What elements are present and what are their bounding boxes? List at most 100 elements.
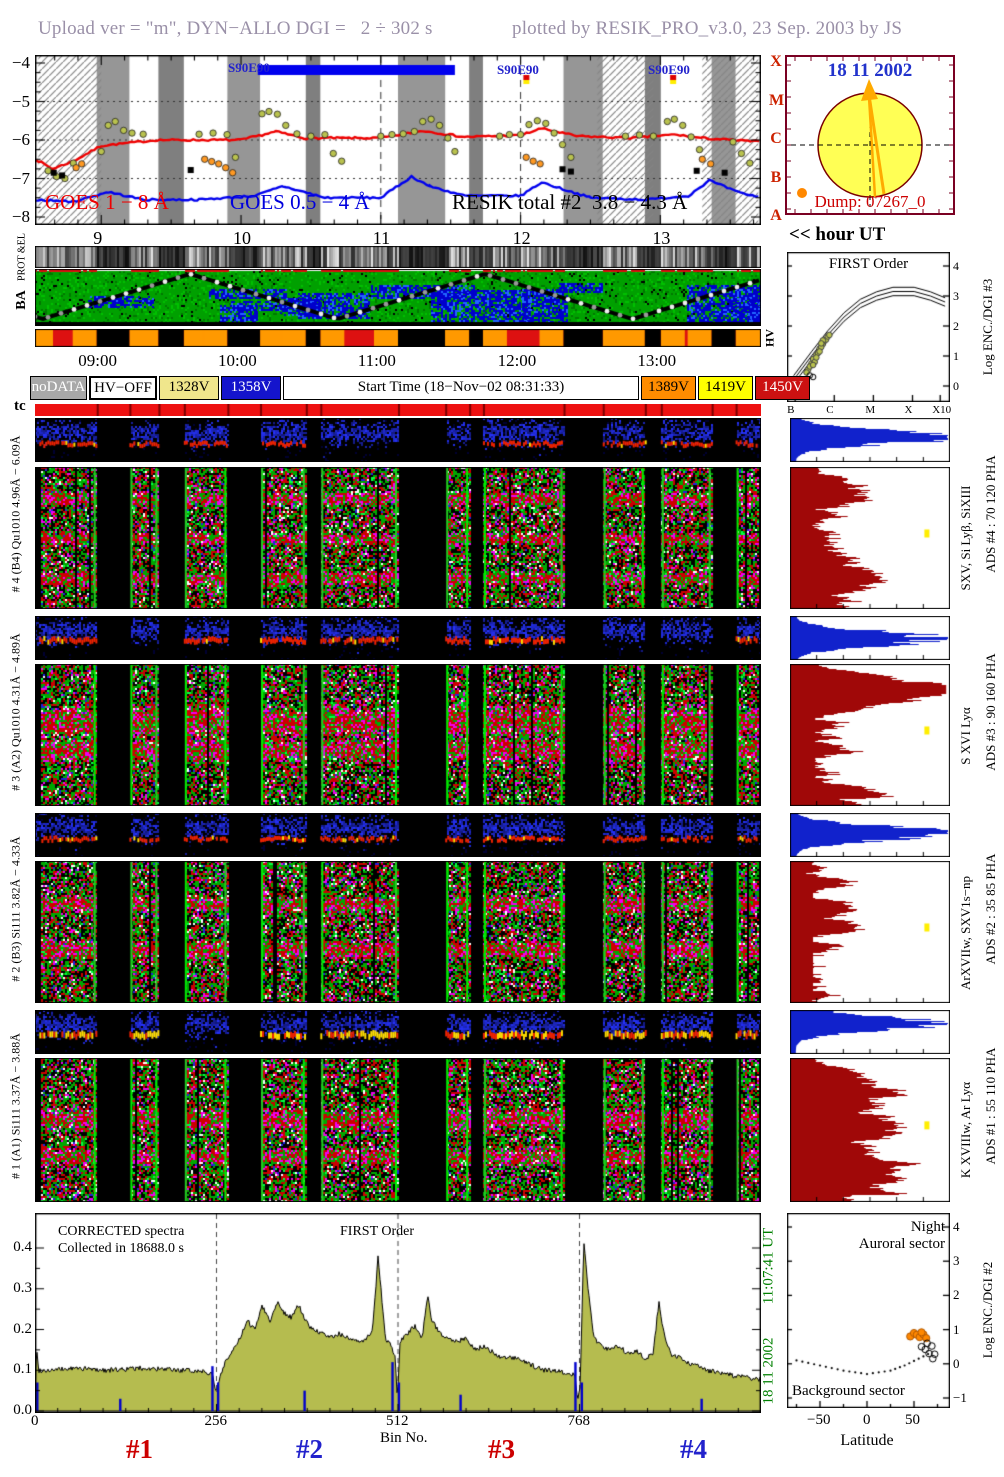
first-order-x-tick: X10 [932,404,952,416]
legend-1328v: 1328V [159,376,219,400]
first-order-note: FIRST Order [340,1224,415,1239]
goes-y-tick: −6 [11,130,30,149]
corrected-spectra-plot [35,1213,761,1413]
goes-05-4-label: GOES 0.5 − 4 Å [230,190,370,214]
goes-1-8-label: GOES 1 − 8 Å [45,190,169,214]
latitude-y-tick: 1 [953,1322,960,1337]
ads-spectrogram-ch3 [35,664,761,806]
legend-1450v: 1450V [755,376,810,400]
legend-1419v: 1419V [698,376,753,400]
night-label: Night [910,1219,945,1235]
resik-total-label: RESIK total #2 3.8 − 4.3 Å [452,190,688,214]
lines-label-ch1: K XVIIIw, Ar Lyα [958,1081,973,1179]
first-order-y-tick: 2 [953,319,959,333]
goes-y-tick: −5 [11,91,30,111]
first-order-x-tick: M [865,404,876,416]
s90e90-label-2: S90E90 [497,62,539,77]
lines-label-ch4: SXV, Si Lyβ, SiXIII [958,485,973,591]
tc-label: tc [14,398,26,414]
latitude-y-tick: 3 [953,1253,960,1268]
ba-label: BA [14,290,29,310]
hour-ut-note: << hour UT [789,224,886,245]
spectra-x-tick: 0 [31,1413,39,1429]
ads-histogram-ch3 [790,664,950,806]
goes-x-tick: 13 [652,228,671,248]
latitude-x-tick: −50 [807,1412,831,1428]
s90e90-label-1: S90E90 [228,60,270,75]
goes-x-tick: 9 [93,228,103,248]
first-order-x-tick: C [826,404,834,416]
hv-label: HV [762,329,777,347]
goes-y-tick: −4 [11,53,30,72]
spectra-x-tick: 256 [204,1413,228,1429]
goes-class-tick: C [770,130,782,147]
goes-x-tick: 11 [372,228,391,248]
first-order-response-plot [787,252,950,402]
goes-class-tick: A [770,207,782,224]
spectra-x-tick: 512 [386,1413,409,1429]
pha-histogram-ch1 [790,1010,950,1054]
sun-date: 18 11 2002 [827,60,913,81]
ads-histogram-ch4 [790,467,950,609]
spectra-y-tick: 0.3 [13,1280,32,1296]
ads-range-label-ch2: ADS #2 : 35 85 PHA [983,853,998,965]
legend-hv-off: HV−OFF [89,376,157,400]
first-order-y-tick: 0 [953,379,959,393]
first-order-x-tick: X [904,404,913,416]
hv-state-band [35,329,761,347]
time-colorbar [35,404,761,416]
pha-spectrogram-ch3 [35,616,761,660]
header-right: plotted by RESIK_PRO_v3.0, 23 Sep. 2003 … [512,18,903,39]
lines-label-ch3: S XVI Lyα [958,707,973,765]
time-axis-tick: 09:00 [78,351,117,370]
legend-start-time-18-nov-02-08-31-33-: Start Time (18−Nov−02 08:31:33) [283,376,639,400]
goes-y-tick: −7 [11,168,30,188]
dump-date-label: 18 11 2002 [760,1337,777,1405]
time-axis-tick: 10:00 [218,351,257,370]
first-order-y-tick: 4 [953,259,959,273]
s90e90-label-3: S90E90 [648,62,690,77]
latitude-y-tick: 4 [953,1219,960,1234]
ads-range-label-ch1: ADS #1 : 55 110 PHA [983,1047,998,1165]
first-order-title: FIRST Order [828,256,909,272]
ads-range-label-ch3: ADS #3 : 90 160 PHA [983,653,998,771]
segment-label: #3 [488,1434,515,1464]
background-sector-label: Background sector [792,1383,905,1399]
ads-range-label-ch4: ADS #4 : 70 120 PHA [983,455,998,573]
time-axis-tick: 11:00 [357,351,396,370]
ads-spectrogram-ch1 [35,1058,761,1202]
spectra-y-tick: 0.1 [13,1361,32,1377]
latitude-x-tick: 0 [863,1412,871,1428]
goes-class-tick: M [769,91,785,109]
pha-histogram-ch4 [790,418,950,462]
lines-label-ch2: ArXVIIw, SXV1s−np [958,875,973,991]
collected-note: Collected in 18688.0 s [58,1241,184,1256]
channel-3-label: # 3 (A2) Qu1010 4.31Å − 4.89Å [8,633,23,791]
corrected-spectra-note: CORRECTED spectra [58,1224,185,1239]
bin-no-label: Bin No. [380,1430,428,1446]
latitude-x-tick: 50 [905,1412,920,1428]
latitude-axis-label: Latitude [840,1432,894,1449]
channel-1-label: # 1 (A1) Si111 3.37Å − 3.88Å [8,1033,23,1179]
pha-spectrogram-ch1 [35,1010,761,1054]
ads-histogram-ch2 [790,861,950,1003]
channel-2-label: # 2 (B3) Si111 3.82Å − 4.33Å [8,836,23,982]
legend-1358v: 1358V [221,376,281,400]
goes-class-tick: X [770,53,782,70]
legend-1389v: 1389V [641,376,696,400]
sun-disk-panel: 18 11 2002 Dump: 07267_0 [785,55,955,215]
goes-flux-plot [35,55,761,225]
spectra-y-tick: 0.0 [13,1402,32,1418]
pha-histogram-ch2 [790,813,950,857]
time-axis-tick: 13:00 [637,351,677,370]
goes-class-tick: B [770,168,782,186]
segment-label: #2 [296,1434,323,1464]
channel-4-label: # 4 (B4) Qu1010 4.96Å − 6.09Å [8,435,23,593]
pha-spectrogram-ch2 [35,813,761,857]
ads-spectrogram-ch4 [35,467,761,609]
spectra-y-tick: 0.2 [13,1321,32,1337]
goes-x-tick: 10 [233,228,252,248]
legend-nodata: noDATA [30,376,87,400]
goes-y-tick: −8 [11,207,30,226]
pha-histogram-ch3 [790,616,950,660]
